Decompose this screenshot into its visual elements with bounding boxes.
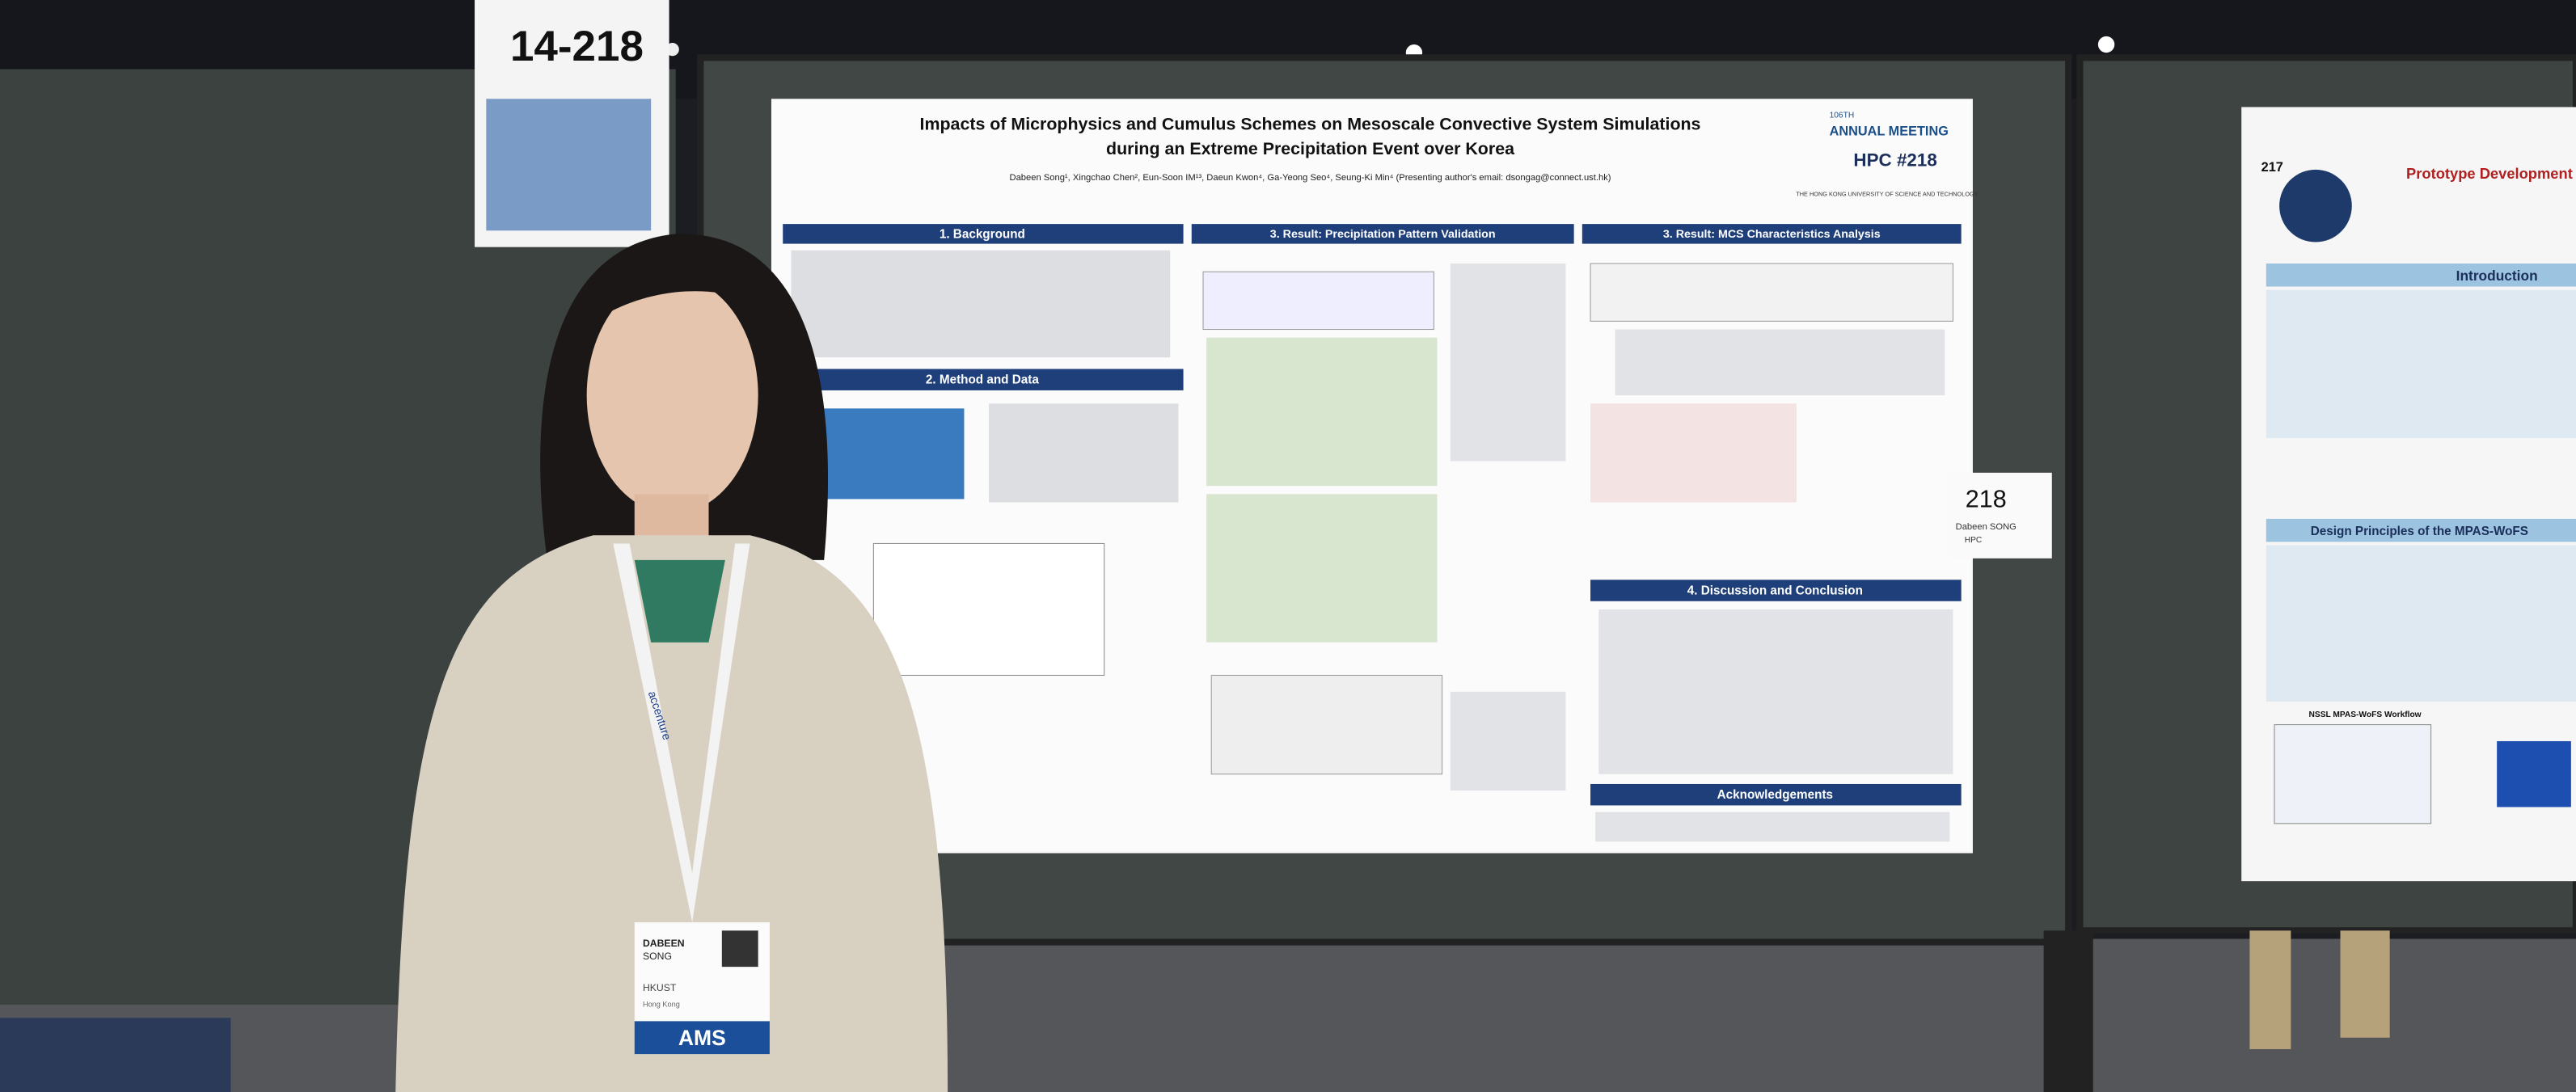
badge-last: SONG [643, 951, 672, 962]
neighbor-title: Prototype Development of a [2406, 165, 2576, 182]
poster-body-text [2266, 289, 2576, 439]
poster-body-text [2266, 545, 2576, 702]
badge-first: DABEEN [643, 938, 685, 949]
person-background [2340, 930, 2390, 1038]
qr-code [721, 930, 758, 968]
badge-location: Hong Kong [643, 1000, 680, 1008]
section-title: 4. Discussion and Conclusion [1687, 584, 1863, 598]
sign-text: 14-218 [510, 23, 644, 70]
neighbor-number: 217 [2261, 160, 2283, 175]
section-bar [783, 224, 1184, 244]
fringe [593, 257, 762, 322]
light [665, 42, 679, 57]
poster-figure [2497, 740, 2571, 807]
poster-authors: Dabeen Song¹, Xingchao Chen², Eun-Soon I… [1009, 173, 1611, 183]
poster-title: Impacts of Microphysics and Cumulus Sche… [920, 115, 1701, 134]
badge-brand: AMS [678, 1026, 726, 1050]
section-bar [2266, 264, 2576, 287]
lanyard [613, 543, 750, 923]
booth-tag [1948, 472, 2052, 559]
poster-figure [2274, 724, 2432, 824]
stand [2043, 930, 2093, 1092]
tag-name: Dabeen SONG [1956, 522, 2016, 532]
poster-title: during an Extreme Precipitation Event ov… [1106, 139, 1515, 158]
section-bar [1191, 224, 1574, 244]
face [586, 276, 758, 514]
poster-figures [824, 263, 1953, 775]
section-title: 2. Method and Data [926, 373, 1039, 387]
person-background [0, 1018, 231, 1092]
shirt [634, 559, 725, 643]
light [2097, 36, 2115, 53]
sign-pattern [486, 99, 652, 231]
university: THE HONG KONG UNIVERSITY OF SCIENCE AND … [1796, 190, 1978, 197]
section-title: 1. Background [940, 227, 1025, 241]
logo [2279, 169, 2352, 242]
section-bar [1590, 580, 1962, 601]
tag-group: HPC [1965, 536, 1983, 545]
section-bar [1581, 224, 1962, 244]
section-title: 3. Result: MCS Characteristics Analysis [1663, 228, 1881, 241]
section-bar [2266, 518, 2576, 542]
meeting-edition: 106TH [1830, 111, 1855, 120]
person-background [2249, 930, 2291, 1050]
section-bar [1590, 783, 1962, 806]
section-bar [783, 369, 1184, 390]
section-title: 3. Result: Precipitation Pattern Validat… [1270, 228, 1496, 241]
badge-org: HKUST [643, 982, 677, 993]
badge-footer [634, 1021, 770, 1055]
tag-number: 218 [1966, 486, 2007, 513]
neighbor-section: Introduction [2456, 268, 2538, 284]
section-title: Acknowledgements [1717, 788, 1833, 802]
poster-body-text [791, 250, 1953, 842]
meeting-name: ANNUAL MEETING [1830, 124, 1949, 138]
booth-number: HPC #218 [1853, 150, 1936, 171]
neighbor-section: Design Principles of the MPAS-WoFS [2311, 525, 2528, 538]
figure-caption: NSSL MPAS-WoFS Workflow [2309, 710, 2422, 719]
